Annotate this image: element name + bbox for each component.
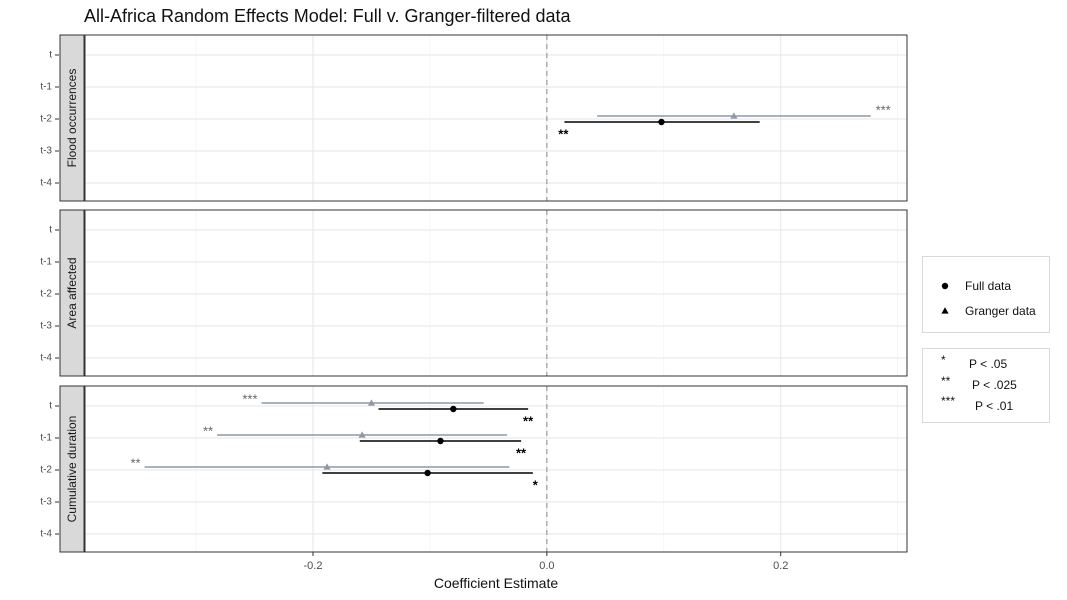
y-tick-label: t-2 (40, 465, 52, 476)
legend-label-granger-data: Granger data (965, 304, 1036, 318)
significance-stars: ** (131, 456, 141, 471)
legend-sig-label-1: P < .05 (969, 357, 1008, 371)
point-estimate-full (450, 405, 457, 413)
facet-strip (59, 385, 85, 553)
x-tick-label: -0.2 (304, 560, 323, 572)
point-estimate-full (658, 118, 665, 126)
y-tick-label: t-3 (40, 497, 52, 508)
legend-sig-symbol-1: * (941, 353, 946, 367)
legend-sig-label-2: P < .025 (972, 378, 1017, 392)
y-tick-label: t (49, 401, 52, 412)
y-tick-label: t-2 (40, 289, 52, 300)
significance-stars: ** (558, 127, 569, 142)
y-tick-label: t (49, 225, 52, 236)
x-tick-label: 0.2 (773, 560, 788, 572)
point-estimate-granger (323, 463, 331, 470)
facet-label: Area affected (65, 257, 79, 328)
legend-sig-symbol-2: ** (941, 374, 951, 388)
panel-background (85, 386, 907, 552)
panel-border (84, 385, 908, 553)
legend-triangle-icon (941, 307, 949, 314)
y-tick-label: t-1 (40, 82, 52, 93)
legend-circle-icon (941, 282, 949, 290)
panel-border (84, 34, 908, 202)
significance-stars: *** (242, 392, 257, 407)
legend-label-full-data: Full data (965, 279, 1012, 293)
y-tick-label: t-1 (40, 433, 52, 444)
y-tick-label: t (49, 50, 52, 61)
x-tick-label: 0.0 (539, 560, 554, 572)
point-estimate-granger (358, 431, 366, 438)
point-estimate-granger (367, 399, 376, 406)
point-estimate-full (424, 469, 431, 477)
significance-legend: * P < .05 ** P < .025 *** P < .01 (922, 348, 1050, 423)
significance-stars: ** (523, 414, 534, 429)
point-estimate-full (437, 437, 444, 445)
series-legend: Full data Granger data (922, 256, 1050, 333)
chart-title: All-Africa Random Effects Model: Full v.… (84, 6, 571, 26)
facet-label: Flood occurrences (65, 69, 79, 168)
y-tick-label: t-2 (40, 114, 52, 125)
significance-stars: * (533, 478, 539, 493)
significance-stars: *** (876, 103, 891, 118)
y-tick-label: t-3 (40, 321, 52, 332)
x-axis-title: Coefficient Estimate (434, 575, 558, 591)
panel-background (85, 35, 907, 201)
y-tick-label: t-4 (40, 529, 52, 540)
facet-strip (59, 34, 85, 202)
legend-sig-symbol-3: *** (941, 394, 956, 408)
y-tick-label: t-4 (40, 178, 52, 189)
panel-border (84, 209, 908, 377)
significance-stars: ** (203, 424, 213, 439)
facet-strip (59, 209, 85, 377)
y-tick-label: t-3 (40, 146, 52, 157)
y-tick-label: t-1 (40, 257, 52, 268)
y-tick-label: t-4 (40, 353, 52, 364)
legend-sig-label-3: P < .01 (975, 399, 1014, 413)
point-estimate-granger (730, 112, 738, 119)
panel-background (85, 210, 907, 376)
facet-label: Cumulative duration (65, 416, 79, 523)
significance-stars: ** (516, 446, 527, 461)
